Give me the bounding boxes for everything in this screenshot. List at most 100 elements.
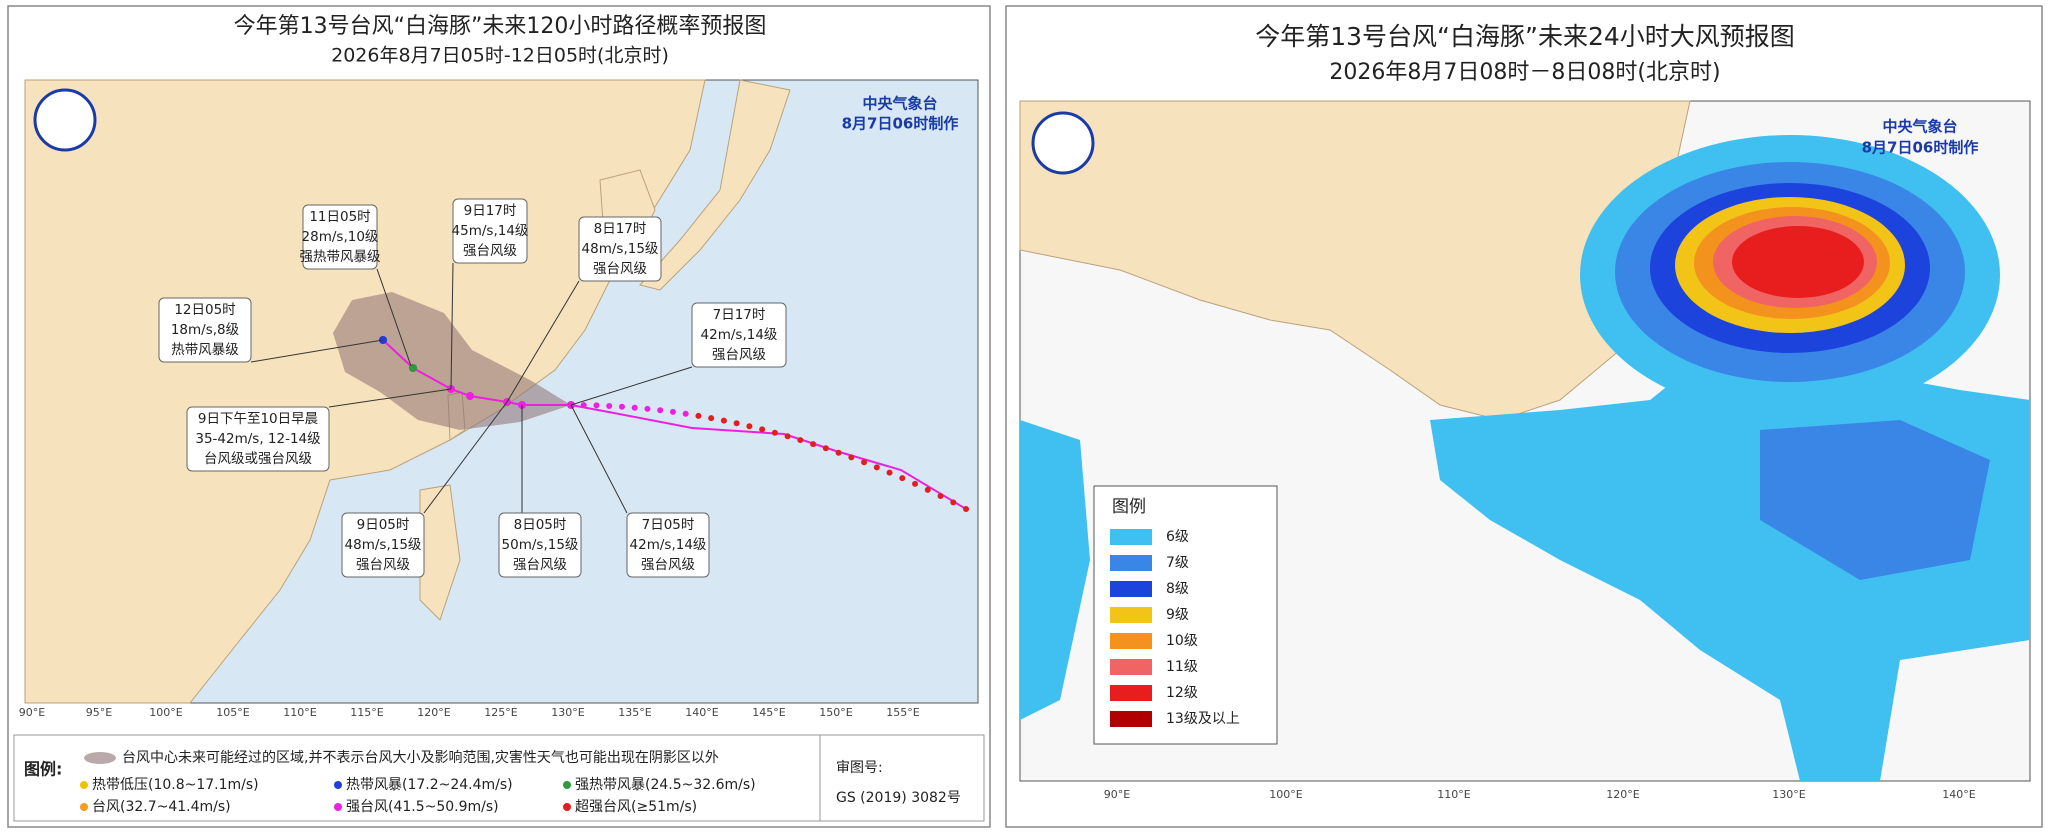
track-point xyxy=(720,417,727,424)
legend-swatch xyxy=(1110,581,1152,597)
callout-text: 9日下午至10日早晨 xyxy=(198,411,319,427)
legend-label: 强热带风暴(24.5~32.6m/s) xyxy=(575,777,756,793)
leader-line xyxy=(423,401,508,514)
callout-text: 42m/s,14级 xyxy=(630,537,707,553)
track-point xyxy=(771,429,778,436)
legend-dot xyxy=(80,803,88,811)
track-point xyxy=(937,493,944,500)
lon-label: 90°E xyxy=(1104,788,1130,801)
area-12 xyxy=(1732,226,1864,298)
legend-swatch xyxy=(1110,607,1152,623)
lon-label: 140°E xyxy=(1942,788,1975,801)
callout-text: 7日05时 xyxy=(642,517,695,533)
lon-label: 125°E xyxy=(484,706,517,719)
callout-box xyxy=(691,302,787,368)
callout-text: 50m/s,15级 xyxy=(502,537,579,553)
callout-text: 8日17时 xyxy=(594,221,647,237)
right-title: 今年第13号台风“白海豚”未来24小时大风预报图 xyxy=(1255,22,1795,51)
track-point xyxy=(835,449,842,456)
callout-box xyxy=(626,512,710,578)
track-point xyxy=(746,423,753,430)
callout-box xyxy=(452,198,528,264)
area-6-west xyxy=(1020,420,1090,720)
lon-label: 110°E xyxy=(283,706,316,719)
track-point xyxy=(797,437,804,444)
track-point xyxy=(873,464,880,471)
leader-line xyxy=(250,339,384,363)
probability-cone xyxy=(333,292,571,430)
left-legend: 图例: 台风中心未来可能经过的区域,并不表示台风大小及影响范围,灾害性天气也可能… xyxy=(13,734,985,822)
callout-text: 45m/s,14级 xyxy=(452,223,529,239)
callout-box xyxy=(341,512,425,578)
wind-areas xyxy=(1020,135,2030,781)
right-lon-ticks: 90°E 100°E 110°E 120°E 130°E 140°E xyxy=(1104,788,1976,801)
legend-label: 台风(32.7~41.4m/s) xyxy=(92,799,231,815)
legend-title: 图例: xyxy=(24,760,62,779)
legend-dot xyxy=(80,781,88,789)
leader-line xyxy=(506,280,580,403)
lon-label: 95°E xyxy=(86,706,112,719)
callout-text: 强台风级 xyxy=(513,557,567,573)
callout-text: 台风级或强台风级 xyxy=(204,451,312,467)
leader-line xyxy=(450,262,454,390)
legend-items: 6级 7级 8级 9级 10级 11级 12级 13级及以上 xyxy=(1110,529,1240,727)
callout-text: 48m/s,15级 xyxy=(345,537,422,553)
callout-box xyxy=(186,406,330,472)
lon-label: 100°E xyxy=(1269,788,1302,801)
track-point xyxy=(861,459,868,466)
lon-label: 145°E xyxy=(752,706,785,719)
leader-line xyxy=(570,366,693,406)
callout-text: 热带风暴级 xyxy=(171,342,239,358)
track-point xyxy=(657,407,664,414)
callout-text: 18m/s,8级 xyxy=(171,322,240,338)
legend-label: 10级 xyxy=(1166,633,1198,649)
legend-swatch xyxy=(1110,529,1152,545)
legend-label: 9级 xyxy=(1166,607,1189,623)
callout-text: 48m/s,15级 xyxy=(582,241,659,257)
japan xyxy=(639,79,791,291)
track-point xyxy=(822,445,829,452)
logo xyxy=(33,88,97,152)
logo xyxy=(1031,111,1095,175)
callout-text: 强台风级 xyxy=(356,557,410,573)
lon-label: 110°E xyxy=(1437,788,1470,801)
area-7-south xyxy=(1760,420,1990,580)
lon-label: 105°E xyxy=(216,706,249,719)
callout-text: 强台风级 xyxy=(712,347,766,363)
lon-label: 115°E xyxy=(350,706,383,719)
legend-swatch xyxy=(1110,555,1152,571)
leader-line xyxy=(328,388,452,408)
legend-dot xyxy=(334,803,342,811)
callout-box xyxy=(302,204,378,270)
track-point xyxy=(924,486,931,493)
cone-text: 台风中心未来可能经过的区域,并不表示台风大小及影响范围,灾害性天气也可能出现在阴… xyxy=(122,749,719,766)
track-point xyxy=(759,426,766,433)
callout-box xyxy=(158,297,252,363)
legend-title: 图例 xyxy=(1112,497,1146,517)
legend-label: 超强台风(≥51m/s) xyxy=(575,799,697,815)
callout-text: 强台风级 xyxy=(463,243,517,259)
lon-label: 100°E xyxy=(149,706,182,719)
callout-text: 强台风级 xyxy=(641,557,695,573)
track-point xyxy=(848,454,855,461)
callout-box xyxy=(498,512,582,578)
approval-number: GS (2019) 3082号 xyxy=(836,790,961,806)
lon-label: 120°E xyxy=(1606,788,1639,801)
legend-swatch xyxy=(1110,659,1152,675)
right-panel: 今年第13号台风“白海豚”未来24小时大风预报图 2026年8月7日08时－8日… xyxy=(1005,5,2043,828)
track-point xyxy=(644,405,651,412)
legend-label: 11级 xyxy=(1166,659,1198,675)
lon-label: 135°E xyxy=(618,706,651,719)
legend-label: 6级 xyxy=(1166,529,1189,545)
right-subtitle: 2026年8月7日08时－8日08时(北京时) xyxy=(1329,60,1720,85)
track-point xyxy=(618,403,625,410)
lon-label: 120°E xyxy=(417,706,450,719)
left-title: 今年第13号台风“白海豚”未来120小时路径概率预报图 xyxy=(234,14,767,39)
cone-swatch xyxy=(84,752,116,764)
approval-label: 审图号: xyxy=(836,760,883,776)
callout-text: 9日05时 xyxy=(357,517,410,533)
left-panel: 今年第13号台风“白海豚”未来120小时路径概率预报图 2026年8月7日05时… xyxy=(7,5,991,828)
